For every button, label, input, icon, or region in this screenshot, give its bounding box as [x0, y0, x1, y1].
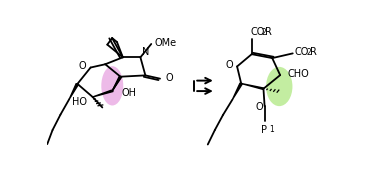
Text: O: O [225, 60, 233, 70]
Polygon shape [232, 83, 242, 100]
Text: P: P [261, 125, 267, 135]
Text: CO: CO [295, 47, 309, 57]
Text: CHO: CHO [288, 70, 309, 79]
Text: N: N [142, 47, 149, 57]
Text: O: O [79, 62, 86, 71]
Text: HO: HO [72, 97, 87, 107]
Ellipse shape [266, 67, 293, 106]
Text: 2: 2 [307, 48, 311, 57]
Text: 1: 1 [269, 125, 274, 134]
Polygon shape [93, 90, 113, 97]
Text: R: R [265, 27, 271, 37]
Text: O: O [166, 73, 174, 83]
Polygon shape [69, 84, 79, 99]
Polygon shape [112, 76, 122, 91]
Text: O: O [256, 102, 263, 112]
Text: CO: CO [250, 27, 265, 37]
Text: R: R [310, 47, 317, 57]
Polygon shape [241, 83, 264, 89]
Text: OMe: OMe [154, 38, 176, 48]
Ellipse shape [101, 66, 123, 105]
Text: 2: 2 [261, 28, 266, 37]
Text: OH: OH [121, 88, 136, 98]
